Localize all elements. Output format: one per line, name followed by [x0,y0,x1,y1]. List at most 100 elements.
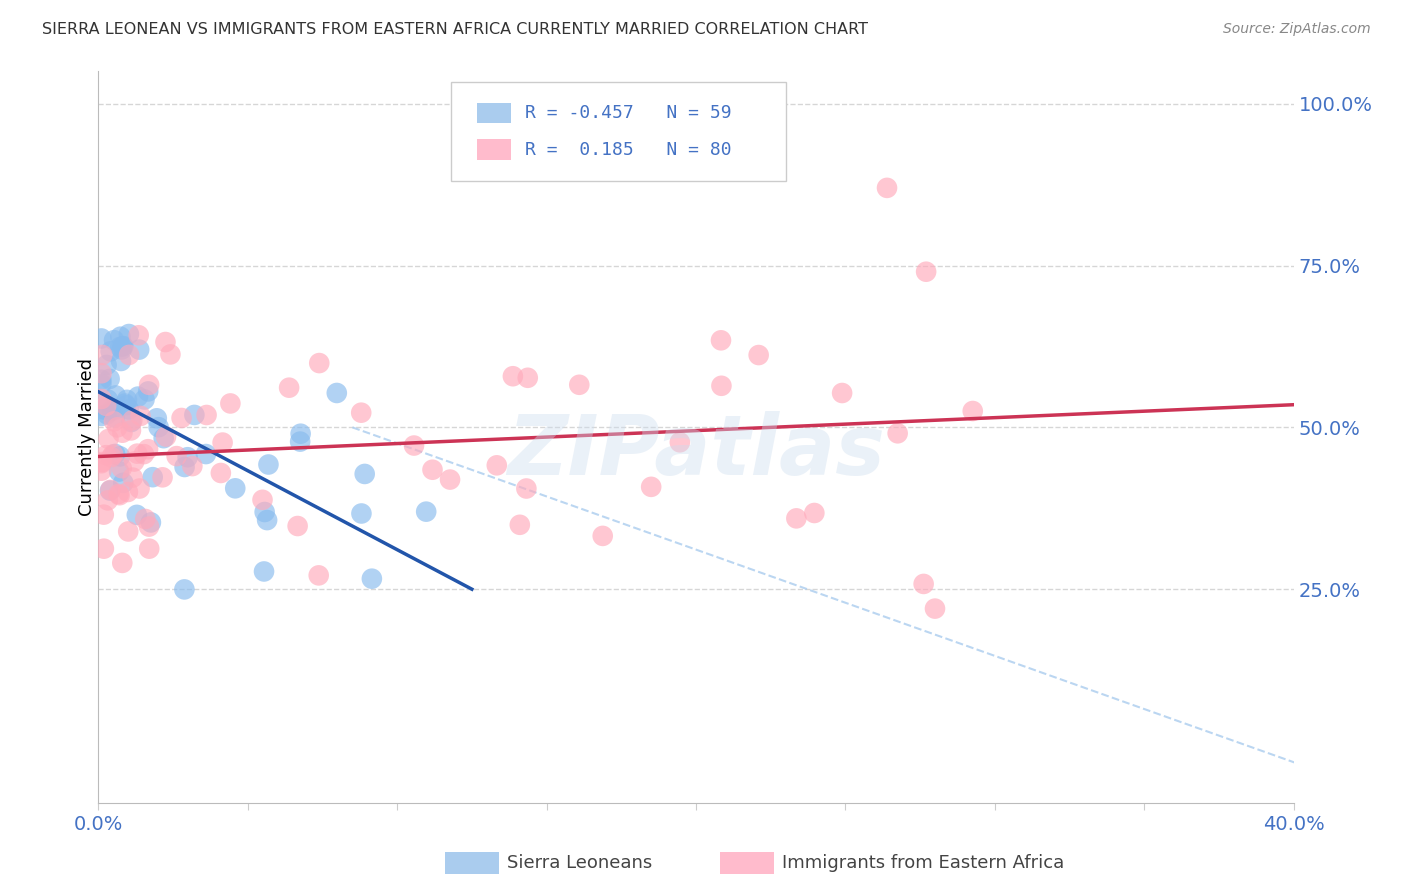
Text: SIERRA LEONEAN VS IMMIGRANTS FROM EASTERN AFRICA CURRENTLY MARRIED CORRELATION C: SIERRA LEONEAN VS IMMIGRANTS FROM EASTER… [42,22,868,37]
Point [173,582,195,597]
Point [308,356,330,370]
Point [110,329,132,343]
Point [90,366,112,380]
Point [502,369,524,384]
Point [924,601,946,615]
Point [439,473,461,487]
Point [402,438,425,452]
Point [115,398,138,412]
Point [108,465,131,479]
Point [308,568,330,582]
Point [155,429,177,443]
Point [107,487,129,501]
FancyBboxPatch shape [477,139,510,160]
Point [170,411,193,425]
Point [132,447,155,461]
Point [224,481,246,495]
Point [138,519,160,533]
Point [112,339,135,353]
Point [148,420,170,434]
Point [257,458,280,472]
Point [138,377,160,392]
Point [252,492,274,507]
Point [111,461,134,475]
Point [415,505,437,519]
Point [117,485,139,500]
Point [108,340,131,354]
Point [176,450,198,465]
Point [128,328,150,343]
Point [90,409,112,423]
Point [111,339,134,353]
Point [886,426,908,441]
Point [183,408,205,422]
Point [166,449,188,463]
Point [669,435,692,450]
Point [97,432,120,446]
Point [831,386,853,401]
Point [360,572,382,586]
Point [96,407,118,421]
Point [103,414,125,428]
Point [350,406,373,420]
Point [136,442,159,457]
Point [108,488,131,502]
Y-axis label: Currently Married: Currently Married [79,358,96,516]
Point [710,379,733,393]
Point [111,425,134,440]
Point [93,402,115,417]
Point [876,181,898,195]
Point [104,388,127,402]
Point [127,390,149,404]
Point [219,396,242,410]
Point [710,334,733,348]
Point [211,435,233,450]
Point [353,467,375,481]
Point [110,354,132,368]
Point [509,517,531,532]
Point [100,450,122,464]
Point [326,386,349,401]
Point [97,493,120,508]
Point [115,392,138,407]
Point [134,392,156,407]
Point [118,348,141,362]
Point [90,464,112,478]
Point [111,343,134,357]
Point [962,404,984,418]
Point [90,331,112,345]
FancyBboxPatch shape [451,82,786,181]
Text: Source: ZipAtlas.com: Source: ZipAtlas.com [1223,22,1371,37]
Point [181,459,204,474]
Point [98,483,121,498]
Point [515,482,537,496]
Point [422,463,444,477]
Point [253,565,276,579]
Point [350,507,373,521]
Point [120,424,142,438]
Point [118,326,141,341]
Point [803,506,825,520]
Point [97,392,120,407]
Point [146,411,169,425]
Point [121,470,143,484]
Point [287,519,309,533]
Point [516,371,538,385]
Point [90,373,112,387]
Point [96,358,118,372]
Point [155,334,177,349]
Point [159,347,181,361]
Point [90,376,112,391]
FancyBboxPatch shape [720,852,773,874]
Point [96,399,118,413]
Point [100,483,122,497]
Point [91,348,114,362]
Point [101,447,124,461]
Point [640,480,662,494]
FancyBboxPatch shape [477,103,510,123]
Point [108,450,131,464]
Point [134,512,156,526]
Point [748,348,770,362]
Point [120,415,142,429]
Point [278,381,301,395]
